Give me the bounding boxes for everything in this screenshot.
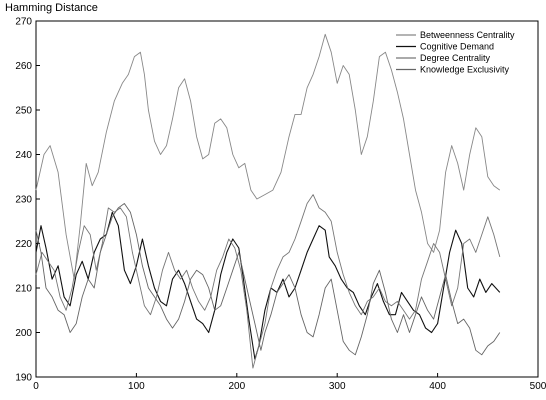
y-tick-label: 270 [15, 17, 32, 28]
legend-label-cognitive-demand: Cognitive Demand [420, 42, 494, 52]
series-line-betweenness-centrality [35, 33, 501, 280]
x-tick-label: 300 [329, 381, 346, 392]
x-tick-label: 200 [228, 381, 245, 392]
legend-label-degree-centrality: Degree Centrality [420, 53, 491, 63]
x-tick-label: 0 [33, 381, 39, 392]
legend-label-knowledge-exclusivity: Knowledge Exclusivity [420, 65, 510, 75]
y-tick-label: 210 [15, 284, 32, 295]
legend: Betweenness Centrality Cognitive DemandDe… [396, 30, 515, 75]
y-tick-label: 240 [15, 150, 32, 161]
axes: 190 200 210 220 230 240 250 260 270 0 100 200 300 400… [15, 17, 546, 393]
y-tick-label: 200 [15, 328, 32, 339]
y-tick-label: 220 [15, 239, 32, 250]
series-line-degree-centrality [35, 194, 501, 369]
series-line-knowledge-exclusivity [35, 203, 501, 356]
y-axis-label: Hamming Distance [5, 2, 98, 14]
y-tick-label: 260 [15, 61, 32, 72]
x-tick-label: 100 [128, 381, 145, 392]
x-tick-label: 400 [429, 381, 446, 392]
y-tick-label: 250 [15, 106, 32, 117]
y-tick-label: 190 [15, 373, 32, 384]
x-tick-label: 500 [530, 381, 546, 392]
y-tick-label: 230 [15, 195, 32, 206]
legend-label-betweenness-centrality: Betweenness Centrality [420, 30, 515, 40]
series-line-cognitive-demand [35, 211, 501, 360]
series-layer [35, 33, 501, 369]
